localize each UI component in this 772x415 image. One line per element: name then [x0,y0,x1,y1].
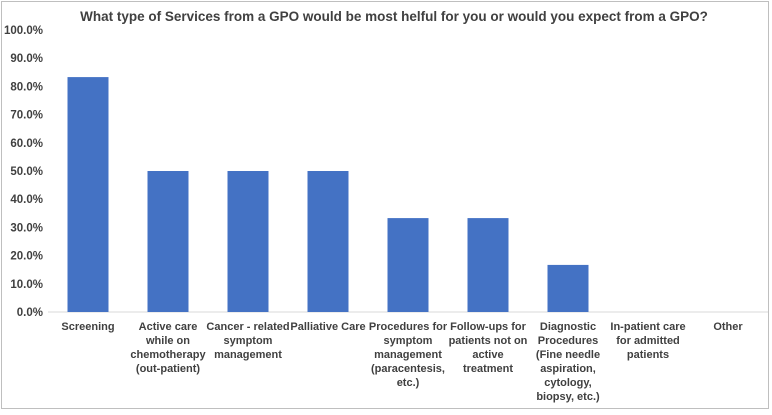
y-tick-label: 10.0% [10,279,43,291]
x-tick-label: Diagnostic Procedures (Fine needle aspirati… [536,321,600,403]
chart-title: What type of Services from a GPO would b… [80,9,708,24]
y-tick-label: 70.0% [10,110,43,122]
y-tick-label: 20.0% [10,251,43,263]
y-tick-label: 90.0% [10,53,43,65]
bar [547,264,589,312]
y-tick-label: 0.0% [17,307,43,319]
x-tick-label: Screening [61,321,114,333]
bar [67,77,109,313]
y-tick-label: 40.0% [10,194,43,206]
x-tick-label: Other [713,321,743,333]
y-tick-label: 30.0% [10,222,43,234]
bar [227,171,269,312]
x-tick-label: Follow-ups for patients not on active treat… [449,321,528,375]
y-tick-label: 100.0% [4,25,43,37]
x-tick-label: Cancer - related symptom management [206,321,289,361]
chart-frame: What type of Services from a GPO would b… [1,1,769,409]
y-axis: 0.0% 10.0% 20.0% 30.0% 40.0% 50.0% 60.0% 70.0% 8… [4,25,43,319]
x-tick-label: In-patient care for admitted patients [610,321,685,361]
x-tick-label: Active care while on chemotherapy (out-pati… [130,321,206,375]
bar [387,218,429,312]
y-tick-label: 60.0% [10,138,43,150]
y-tick-label: 50.0% [10,166,43,178]
bar [307,171,349,312]
x-tick-label: Procedures for symptom management (paracent… [369,321,448,389]
bar [467,218,509,312]
y-tick-label: 80.0% [10,81,43,93]
bars-group [67,77,589,313]
bar-chart: What type of Services from a GPO would b… [4,9,768,403]
x-tick-label: Palliative Care [290,321,365,333]
x-axis: Screening Active care while on chemotherapy… [61,321,743,403]
bar [147,171,189,312]
